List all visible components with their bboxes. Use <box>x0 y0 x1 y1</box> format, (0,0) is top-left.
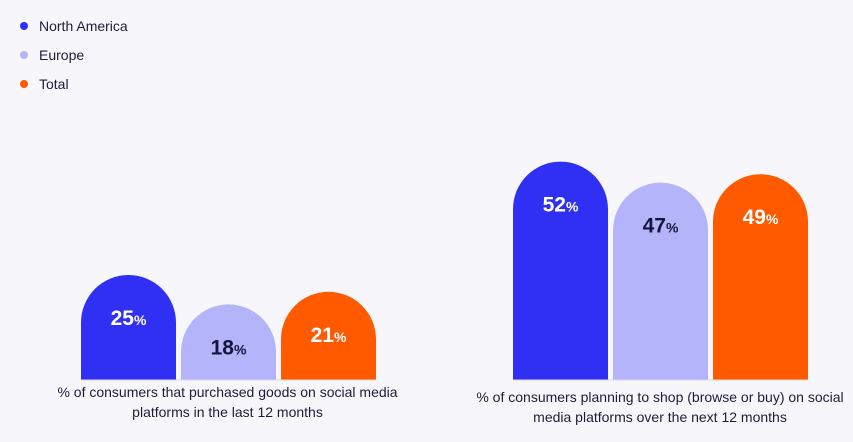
data-label-total-1: 21% <box>311 324 347 347</box>
bar-north-america-1 <box>81 275 176 380</box>
data-label-north-america-1: 25% <box>111 307 147 330</box>
bar-europe-1 <box>181 304 276 380</box>
bar-group-1: 25% 18% 21% <box>81 275 376 381</box>
bar-europe-2 <box>613 182 708 380</box>
legend-swatch-europe <box>20 50 28 59</box>
legend-swatch-total <box>20 79 28 88</box>
data-label-europe-2: 47% <box>643 215 679 238</box>
legend-label: Total <box>39 75 69 92</box>
data-label-total-2: 49% <box>743 206 779 229</box>
legend-swatch-north-america <box>20 21 28 30</box>
bar-north-america-2 <box>513 161 608 380</box>
category-label-purchased: % of consumers that purchased goods on s… <box>57 384 398 420</box>
data-label-north-america-2: 52% <box>543 194 579 217</box>
legend-item-europe: Europe <box>20 40 128 69</box>
category-label-planning: % of consumers planning to shop (browse … <box>476 389 844 425</box>
bar-total-2 <box>713 174 808 380</box>
data-label-europe-1: 18% <box>211 336 247 359</box>
legend-label: North America <box>39 17 128 34</box>
legend-item-north-america: North America <box>20 11 128 40</box>
legend: North America Europe Total <box>20 11 128 98</box>
bar-group-2: 52% 47% 49% <box>513 161 808 381</box>
legend-label: Europe <box>39 46 85 63</box>
legend-item-total: Total <box>20 69 128 98</box>
bar-total-1 <box>281 291 376 380</box>
